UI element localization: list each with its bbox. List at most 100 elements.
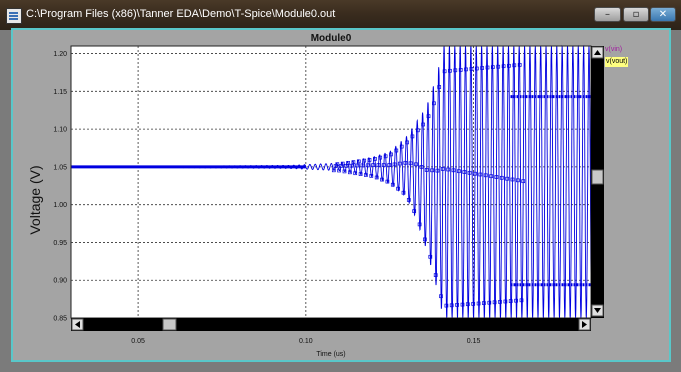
data-point-marker — [364, 173, 368, 177]
data-point-marker — [405, 140, 409, 145]
data-point-marker — [362, 158, 367, 163]
data-point-marker — [483, 173, 488, 178]
vout-trace — [71, 44, 592, 320]
data-point-marker — [408, 161, 413, 166]
data-point-marker — [444, 303, 449, 308]
data-point-marker — [385, 179, 390, 184]
data-point-marker — [351, 160, 356, 165]
y-tick-label: 1.10 — [53, 127, 67, 134]
y-tick-label: 0.95 — [53, 240, 67, 247]
vertical-scroll-thumb[interactable] — [591, 169, 604, 185]
y-tick-label: 1.20 — [53, 51, 67, 58]
legend-item-vout[interactable]: v(vout) — [605, 57, 629, 67]
data-point-marker — [369, 174, 374, 178]
data-point-marker — [505, 176, 509, 181]
arrow-right-icon — [582, 321, 587, 328]
minimize-button[interactable]: – — [594, 7, 621, 22]
data-point-marker — [492, 300, 497, 305]
data-point-marker — [415, 128, 420, 133]
data-point-marker — [423, 237, 427, 242]
horizontal-scroll-thumb[interactable] — [162, 318, 177, 331]
data-point-marker — [453, 68, 458, 73]
data-point-marker — [449, 303, 454, 308]
app-icon — [6, 8, 22, 24]
data-point-marker — [512, 63, 517, 68]
data-point-marker — [380, 177, 384, 182]
data-point-marker — [474, 66, 479, 71]
data-point-marker — [376, 163, 381, 167]
chart-title: Module0 — [311, 33, 352, 44]
data-point-marker — [521, 179, 526, 184]
data-point-marker — [421, 122, 425, 127]
data-point-marker — [508, 299, 513, 303]
data-point-marker — [417, 222, 422, 227]
data-point-marker — [519, 298, 524, 303]
data-point-marker — [374, 175, 379, 180]
window-title: C:\Program Files (x86)\Tanner EDA\Demo\T… — [26, 8, 336, 20]
data-point-marker — [514, 298, 518, 303]
data-point-marker — [367, 158, 372, 162]
data-point-marker — [457, 169, 461, 174]
title-bar[interactable]: C:\Program Files (x86)\Tanner EDA\Demo\T… — [0, 0, 681, 30]
data-point-marker — [390, 182, 395, 187]
data-point-marker — [510, 177, 515, 182]
data-point-marker — [396, 186, 400, 191]
data-point-marker — [387, 163, 392, 167]
data-point-marker — [419, 165, 424, 169]
data-point-marker — [507, 63, 511, 68]
data-point-marker — [455, 303, 459, 307]
data-point-marker — [432, 101, 436, 106]
data-point-marker — [439, 294, 443, 299]
x-tick-label: 0.10 — [299, 338, 313, 345]
data-point-marker — [383, 154, 388, 159]
data-point-marker — [381, 163, 386, 167]
data-point-marker — [378, 155, 383, 160]
close-button[interactable]: ✕ — [650, 7, 676, 22]
data-point-marker — [503, 299, 508, 304]
data-point-marker — [494, 175, 499, 179]
data-point-marker — [340, 161, 345, 166]
data-point-marker — [399, 144, 404, 149]
data-point-marker — [337, 168, 341, 173]
data-point-marker — [478, 172, 483, 177]
data-point-marker — [428, 254, 433, 259]
data-point-marker — [414, 162, 418, 167]
data-point-marker — [355, 163, 359, 168]
x-tick-label: 0.05 — [131, 338, 145, 345]
data-point-marker — [476, 301, 481, 306]
horizontal-scrollbar[interactable] — [71, 318, 591, 331]
data-point-marker — [451, 168, 456, 173]
data-point-marker — [430, 168, 434, 173]
data-point-marker — [394, 148, 399, 153]
data-point-marker — [392, 162, 397, 167]
data-point-marker — [403, 160, 408, 165]
x-tick-label: 0.15 — [467, 338, 481, 345]
x-axis-label: Time (us) — [316, 351, 345, 358]
data-point-marker — [426, 114, 431, 119]
y-tick-labels: 0.85 0.90 0.95 1.00 1.05 1.10 1.15 1.20 — [53, 51, 67, 322]
data-point-marker — [353, 171, 358, 176]
maximize-button[interactable]: ▫ — [623, 7, 649, 22]
data-point-marker — [356, 159, 361, 164]
data-point-marker — [469, 67, 474, 71]
data-point-marker — [442, 69, 447, 74]
data-point-marker — [498, 300, 502, 304]
data-point-marker — [482, 301, 486, 305]
data-point-marker — [464, 67, 468, 72]
data-point-marker — [398, 161, 402, 166]
data-point-marker — [440, 167, 445, 171]
data-point-marker — [499, 175, 504, 180]
data-point-marker — [433, 273, 438, 277]
data-point-marker — [406, 198, 411, 202]
data-point-marker — [501, 64, 506, 69]
legend-item-vin[interactable]: v(vin) — [605, 46, 623, 53]
data-point-marker — [471, 302, 476, 306]
data-point-marker — [435, 168, 440, 173]
data-point-marker — [365, 163, 370, 168]
y-tick-label: 0.85 — [53, 316, 67, 323]
data-point-marker — [360, 163, 365, 168]
data-point-marker — [480, 66, 484, 70]
data-point-marker — [496, 64, 501, 69]
